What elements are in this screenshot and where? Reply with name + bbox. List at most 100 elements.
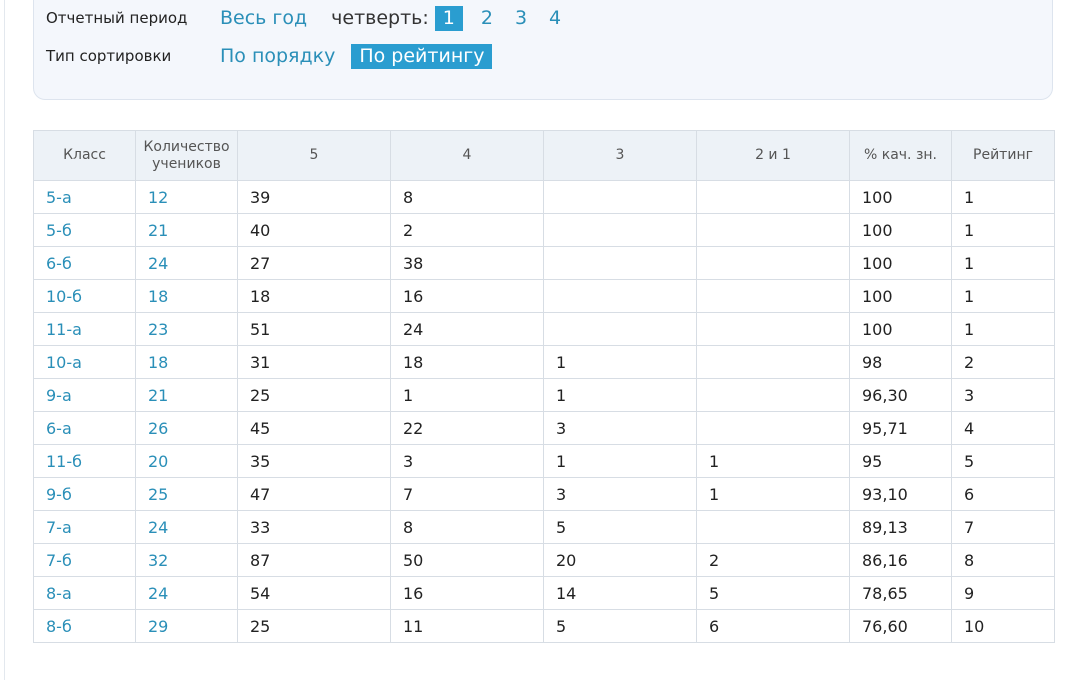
col-header-grade-2-1[interactable]: 2 и 1 [696,130,850,181]
grade-3-cell [543,213,697,247]
grade-5-cell: 87 [237,543,391,577]
col-header-quality[interactable]: % кач. зн. [849,130,952,181]
class-cell[interactable]: 5-а [33,180,136,214]
students-cell[interactable]: 18 [135,345,238,379]
class-cell[interactable]: 9-а [33,378,136,412]
rating-cell: 1 [951,180,1055,214]
students-cell[interactable]: 12 [135,180,238,214]
grade-3-cell [543,312,697,346]
students-cell[interactable]: 32 [135,543,238,577]
students-cell[interactable]: 29 [135,609,238,643]
class-cell[interactable]: 9-б [33,477,136,511]
col-header-grade-4[interactable]: 4 [390,130,544,181]
class-cell[interactable]: 7-а [33,510,136,544]
quality-cell: 98 [849,345,952,379]
grade-5-cell: 25 [237,378,391,412]
class-cell[interactable]: 7-б [33,543,136,577]
grade-5-cell: 31 [237,345,391,379]
table-row: 8-а 24 54 16 14 5 78,65 9 [33,576,1055,610]
quarter-1-button[interactable]: 1 [434,5,463,31]
grade-5-cell: 54 [237,576,391,610]
quality-cell: 76,60 [849,609,952,643]
grade-3-cell: 1 [543,444,697,478]
students-cell[interactable]: 21 [135,213,238,247]
rating-cell: 9 [951,576,1055,610]
students-cell[interactable]: 24 [135,510,238,544]
grade-5-cell: 27 [237,246,391,280]
students-cell[interactable]: 18 [135,279,238,313]
period-options: Весь год четверть: 1 2 3 4 [216,5,565,31]
col-header-grade-5[interactable]: 5 [237,130,391,181]
class-cell[interactable]: 11-а [33,312,136,346]
quality-cell: 93,10 [849,477,952,511]
students-cell[interactable]: 24 [135,246,238,280]
students-cell[interactable]: 20 [135,444,238,478]
whole-year-link[interactable]: Весь год [220,7,308,29]
grade-3-cell [543,279,697,313]
quality-cell: 100 [849,312,952,346]
grade-2-1-cell [696,279,850,313]
col-header-students[interactable]: Количество учеников [135,130,238,181]
class-cell[interactable]: 5-б [33,213,136,247]
grade-3-cell: 5 [543,609,697,643]
quarter-2-link[interactable]: 2 [480,7,493,29]
quality-cell: 78,65 [849,576,952,610]
table-row: 11-а 23 51 24 100 1 [33,312,1055,346]
sort-by-order-link[interactable]: По порядку [220,45,336,67]
col-header-class[interactable]: Класс [33,130,136,181]
grade-2-1-cell [696,312,850,346]
class-cell[interactable]: 8-а [33,576,136,610]
students-cell[interactable]: 24 [135,576,238,610]
class-cell[interactable]: 8-б [33,609,136,643]
quarter-3-link[interactable]: 3 [514,7,528,29]
grade-2-1-cell [696,246,850,280]
grade-5-cell: 51 [237,312,391,346]
sort-options: По порядку По рейтингу [216,43,493,69]
students-cell[interactable]: 21 [135,378,238,412]
table-row: 5-а 12 39 8 100 1 [33,180,1055,214]
class-rating-table: Класс Количество учеников 5 4 3 2 и 1 % … [33,130,1055,643]
grade-4-cell: 8 [390,510,544,544]
quality-cell: 100 [849,246,952,280]
quarter-4-link[interactable]: 4 [549,7,562,29]
quality-cell: 100 [849,279,952,313]
students-cell[interactable]: 23 [135,312,238,346]
class-cell[interactable]: 10-а [33,345,136,379]
grade-3-cell: 1 [543,378,697,412]
class-cell[interactable]: 6-а [33,411,136,445]
col-header-grade-3[interactable]: 3 [543,130,697,181]
rating-cell: 1 [951,246,1055,280]
sort-by-rating-button[interactable]: По рейтингу [351,43,493,69]
table-row: 7-а 24 33 8 5 89,13 7 [33,510,1055,544]
grade-5-cell: 18 [237,279,391,313]
grade-3-cell: 1 [543,345,697,379]
grade-3-cell: 3 [543,411,697,445]
table-body: 5-а 12 39 8 100 1 5-б 21 40 2 100 1 6-б 24 27 38 100 1 10-… [33,180,1055,643]
grade-2-1-cell: 6 [696,609,850,643]
col-header-rating[interactable]: Рейтинг [951,130,1055,181]
table-row: 6-б 24 27 38 100 1 [33,246,1055,280]
students-cell[interactable]: 26 [135,411,238,445]
rating-cell: 10 [951,609,1055,643]
filter-panel: Отчетный период Весь год четверть: 1 2 3… [33,0,1053,100]
grade-2-1-cell [696,213,850,247]
class-cell[interactable]: 11-б [33,444,136,478]
grade-5-cell: 47 [237,477,391,511]
grade-4-cell: 38 [390,246,544,280]
class-cell[interactable]: 10-б [33,279,136,313]
grade-5-cell: 25 [237,609,391,643]
rating-cell: 5 [951,444,1055,478]
grade-4-cell: 24 [390,312,544,346]
table-row: 7-б 32 87 50 20 2 86,16 8 [33,543,1055,577]
students-cell[interactable]: 25 [135,477,238,511]
rating-cell: 1 [951,312,1055,346]
grade-4-cell: 1 [390,378,544,412]
rating-cell: 4 [951,411,1055,445]
table-row: 5-б 21 40 2 100 1 [33,213,1055,247]
grade-4-cell: 2 [390,213,544,247]
class-cell[interactable]: 6-б [33,246,136,280]
grade-4-cell: 11 [390,609,544,643]
rating-cell: 8 [951,543,1055,577]
quality-cell: 95 [849,444,952,478]
grade-3-cell [543,246,697,280]
